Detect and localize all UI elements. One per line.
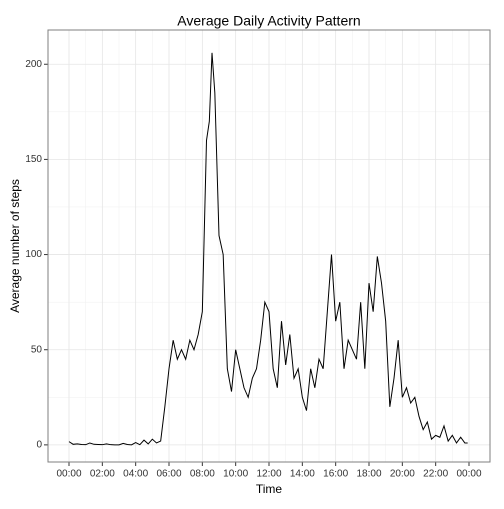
x-tick-label: 16:00 <box>323 469 348 480</box>
chart-title: Average Daily Activity Pattern <box>177 13 360 29</box>
x-tick-label: 08:00 <box>190 469 215 480</box>
x-tick-label: 02:00 <box>90 469 115 480</box>
x-tick-label: 06:00 <box>156 469 181 480</box>
y-tick-label: 150 <box>25 154 42 165</box>
x-axis-label: Time <box>256 482 283 496</box>
x-tick-label: 04:00 <box>123 469 148 480</box>
y-axis-label: Average number of steps <box>8 179 22 313</box>
data-line <box>68 52 468 446</box>
x-tick-label: 20:00 <box>390 469 415 480</box>
y-tick-label: 0 <box>36 440 42 451</box>
y-tick-label: 100 <box>25 249 42 260</box>
x-tick-label: 12:00 <box>256 469 281 480</box>
x-tick-label: 00:00 <box>56 469 81 480</box>
x-tick-label: 14:00 <box>290 469 315 480</box>
x-tick-label: 22:00 <box>423 469 448 480</box>
x-tick-label: 18:00 <box>356 469 381 480</box>
y-tick-label: 50 <box>31 344 43 355</box>
x-tick-label: 10:00 <box>223 469 248 480</box>
panel-border <box>47 29 491 463</box>
x-tick-label: 00:00 <box>456 469 481 480</box>
y-tick-label: 200 <box>25 59 42 70</box>
